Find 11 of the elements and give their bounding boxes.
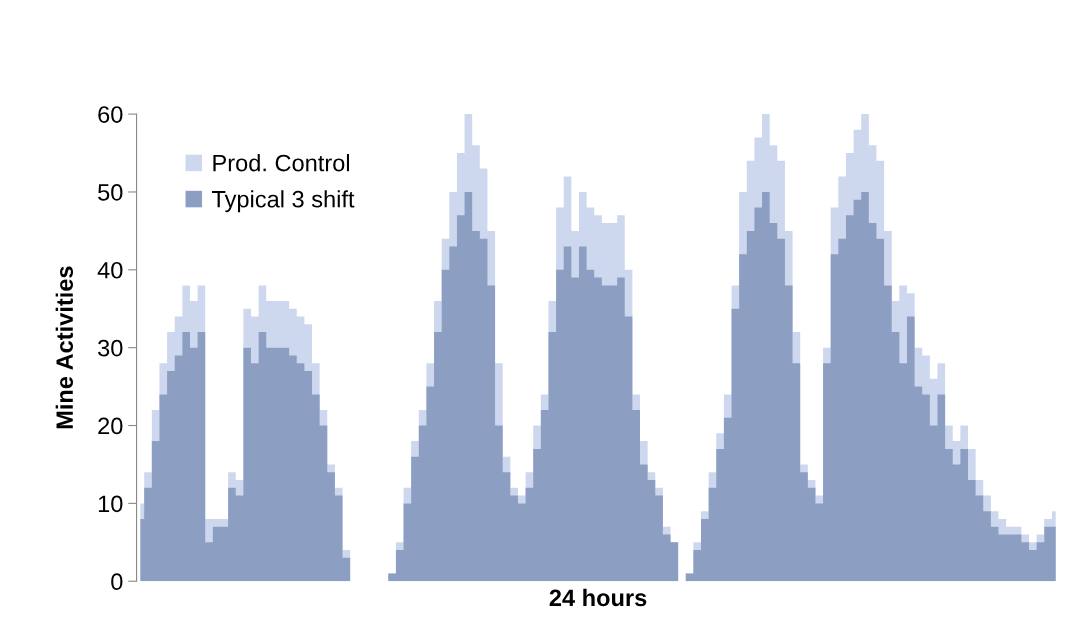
y-tick-label: 50: [98, 184, 123, 201]
legend-label: Prod. Control: [213, 154, 350, 172]
y-tick-label: 40: [97, 261, 123, 279]
y-tick-label: 30: [98, 339, 123, 357]
y-tick-label: 60: [98, 106, 123, 123]
y-tick-label: 20: [98, 417, 123, 435]
y-axis-title: Mine Activities: [55, 266, 74, 429]
legend-label: Typical 3 shift: [212, 190, 355, 213]
x-axis-title: 24 hours: [549, 588, 647, 607]
y-tick-label: 10: [98, 495, 123, 513]
y-tick-label: 0: [111, 573, 123, 591]
